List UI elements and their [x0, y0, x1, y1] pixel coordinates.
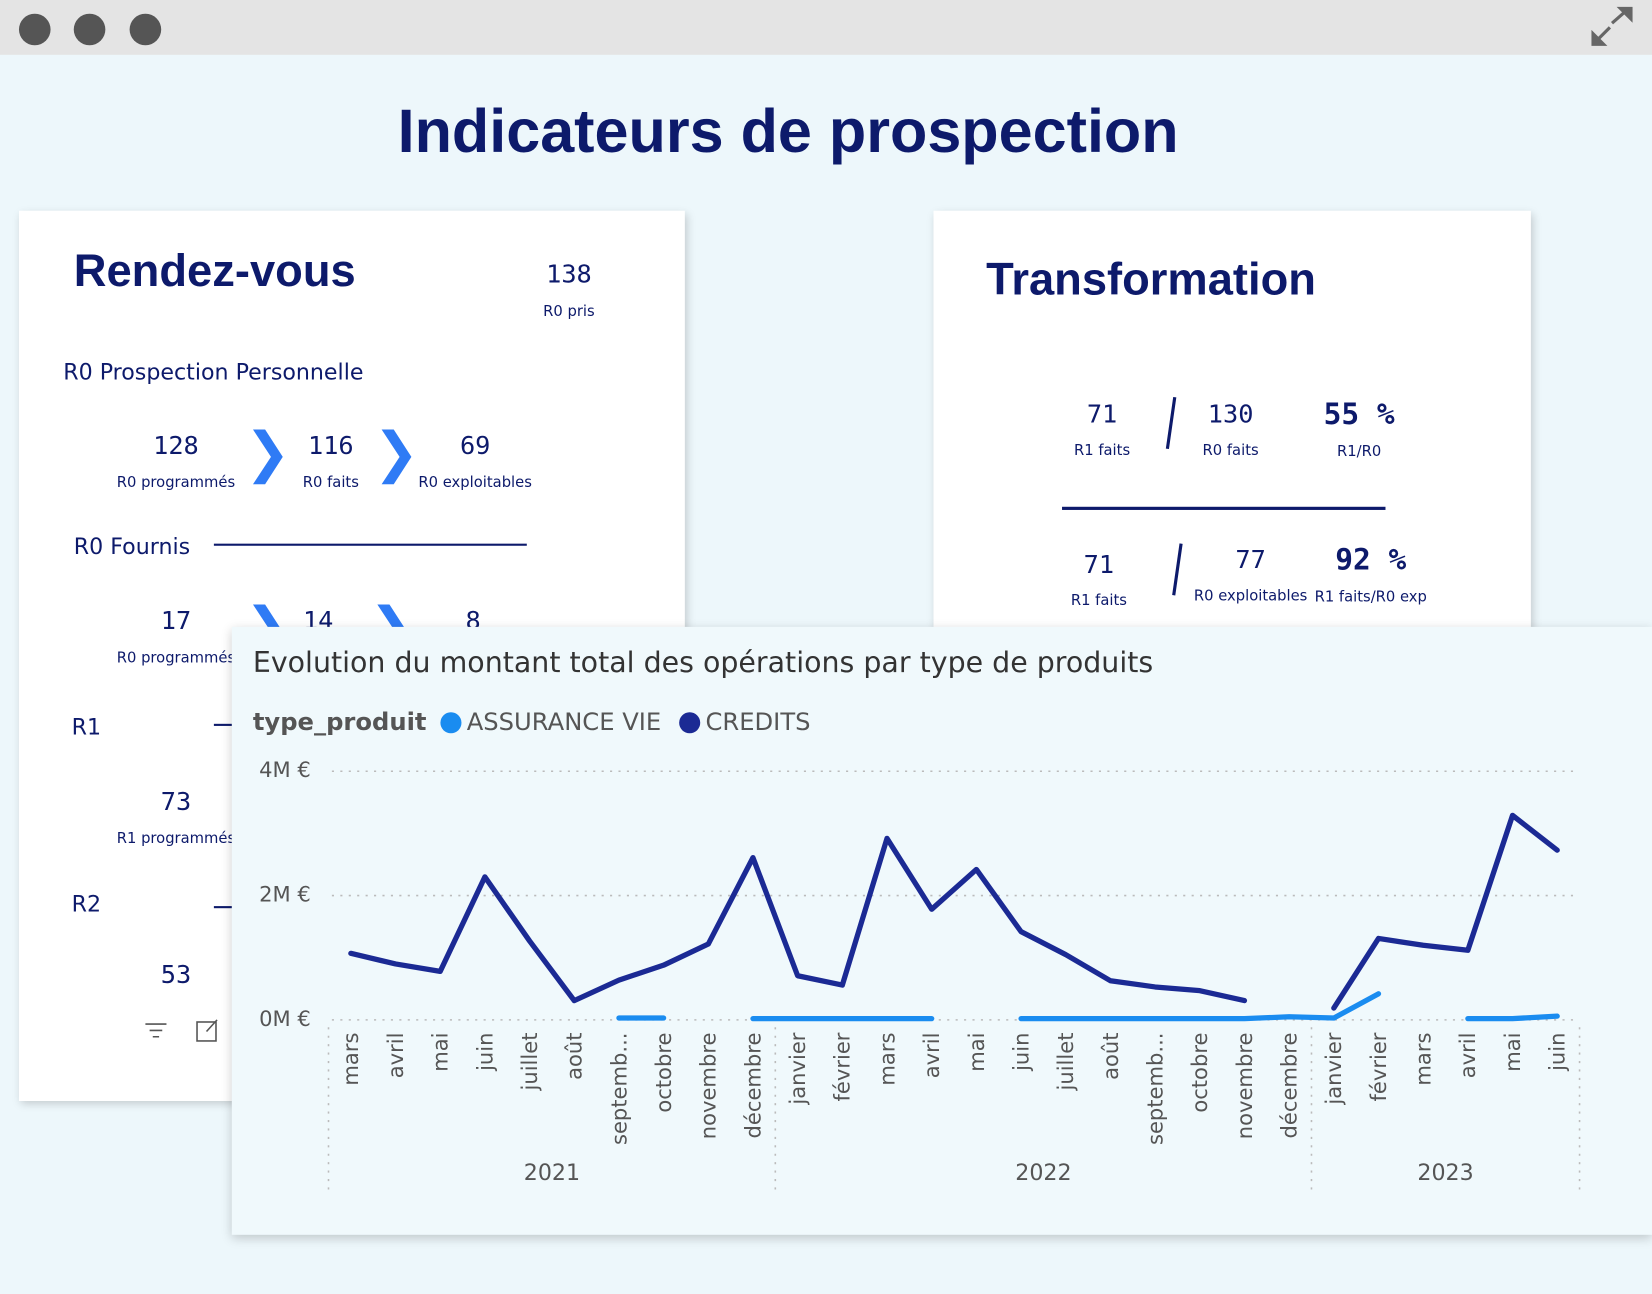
chart: Evolution du montant total des opération… [253, 646, 1581, 1196]
x-tick-label: février [1366, 1032, 1391, 1101]
x-tick-label: mars [1411, 1033, 1436, 1086]
filter-icon[interactable] [145, 1023, 167, 1038]
kpi-value: 69 [459, 430, 491, 461]
card-title: Transformation [986, 254, 1316, 306]
legend-label: CREDITS [705, 708, 810, 736]
kpi-value: 17 [160, 605, 192, 636]
kpi-value: 53 [160, 959, 192, 990]
kpi-label: R0 programmés [116, 474, 236, 491]
series-line [1331, 812, 1560, 1011]
year-label: 2023 [1417, 1160, 1473, 1186]
kpi-value: 73 [160, 787, 192, 817]
window-dot[interactable] [129, 13, 162, 46]
x-tick-label: janvier [785, 1032, 810, 1105]
x-tick-label: octobre [651, 1033, 676, 1113]
x-tick-label: juin [472, 1033, 497, 1072]
x-tick-label: novembre [696, 1033, 721, 1140]
y-tick-label: 0M € [259, 1006, 311, 1031]
series-line [1018, 991, 1382, 1022]
x-tick-label: septemb... [606, 1033, 631, 1146]
divider [213, 543, 527, 546]
x-tick-label: novembre [1232, 1033, 1257, 1140]
section-title: R0 Fournis [73, 534, 191, 560]
x-tick-label: mars [338, 1033, 363, 1086]
kpi-value: 71 [1083, 549, 1115, 580]
x-tick-label: juin [1008, 1033, 1033, 1072]
y-tick-label: 2M € [259, 882, 311, 907]
ratio-label: R1/R0 [1337, 443, 1382, 461]
expand-icon[interactable] [1591, 6, 1633, 46]
chart-panel [231, 626, 1652, 1235]
x-tick-label: mars [874, 1033, 899, 1086]
series-line [1465, 1013, 1560, 1022]
kpi-value: 71 [1086, 399, 1118, 429]
x-tick-label: août [562, 1033, 587, 1080]
x-tick-label: juin [1545, 1033, 1570, 1072]
x-tick-label: septemb... [1142, 1033, 1167, 1146]
card-title: Rendez-vous [73, 246, 356, 297]
x-tick-label: mai [1500, 1033, 1525, 1072]
x-tick-label: janvier [1321, 1032, 1346, 1105]
slash [1165, 396, 1177, 450]
x-tick-label: août [1098, 1033, 1123, 1080]
x-tick-label: mai [964, 1033, 989, 1072]
window-controls [18, 6, 1633, 46]
kpi-label: R0 pris [543, 303, 595, 321]
window-dot[interactable] [73, 13, 106, 46]
kpi-label: R1 programmés [116, 830, 236, 848]
year-label: 2021 [524, 1160, 580, 1186]
window-bar [0, 0, 1652, 55]
legend-swatch [679, 712, 701, 734]
legend-title: type_produit [253, 708, 427, 736]
ratio-label: R1 faits/R0 exp [1314, 588, 1427, 606]
x-tick-label: février [830, 1032, 855, 1101]
kpi-value: 130 [1207, 399, 1254, 429]
kpi-value: 138 [546, 259, 592, 289]
transformation-card [933, 210, 1531, 654]
x-tick-label: décembre [1277, 1033, 1302, 1139]
kpi-value: 128 [153, 430, 199, 461]
y-tick-label: 4M € [259, 757, 311, 782]
x-tick-label: juillet [1053, 1033, 1078, 1092]
page-title: Indicateurs de prospection [397, 97, 1179, 166]
kpi-label: R0 faits [1202, 442, 1259, 460]
window-dot[interactable] [18, 13, 51, 46]
kpi-label: R0 programmés [116, 650, 236, 667]
slash [1172, 543, 1183, 596]
ratio-value: 92 % [1335, 542, 1407, 577]
section-title: R0 Prospection Personnelle [63, 359, 364, 385]
x-tick-label: juillet [517, 1033, 542, 1092]
chart-title: Evolution du montant total des opération… [253, 646, 1153, 679]
kpi-label: R0 exploitables [1193, 587, 1308, 605]
x-tick-label: décembre [740, 1033, 765, 1139]
series-line [348, 835, 1248, 1004]
section-title: R1 [71, 714, 102, 740]
kpi-label: R0 exploitables [418, 474, 532, 491]
kpi-label: R1 faits [1070, 592, 1127, 609]
year-label: 2022 [1015, 1160, 1071, 1186]
x-tick-label: avril [383, 1033, 408, 1079]
card-icons [145, 1019, 218, 1042]
x-tick-label: mai [428, 1033, 453, 1072]
x-tick-label: octobre [1187, 1033, 1212, 1113]
legend-label: ASSURANCE VIE [467, 708, 661, 736]
section-title: R2 [71, 891, 102, 917]
ratio-value: 55 % [1323, 396, 1395, 432]
legend-swatch [440, 712, 462, 734]
divider [1062, 506, 1386, 510]
kpi-value: 116 [307, 430, 354, 461]
kpi-value: 77 [1235, 544, 1266, 575]
chevron: ❯ [244, 421, 291, 485]
chevron: ❯ [373, 421, 420, 485]
x-tick-label: avril [1455, 1033, 1480, 1079]
kpi-label: R0 faits [302, 474, 359, 491]
x-tick-label: avril [919, 1033, 944, 1079]
kpi-label: R1 faits [1074, 442, 1131, 460]
focus-icon[interactable] [196, 1019, 218, 1042]
